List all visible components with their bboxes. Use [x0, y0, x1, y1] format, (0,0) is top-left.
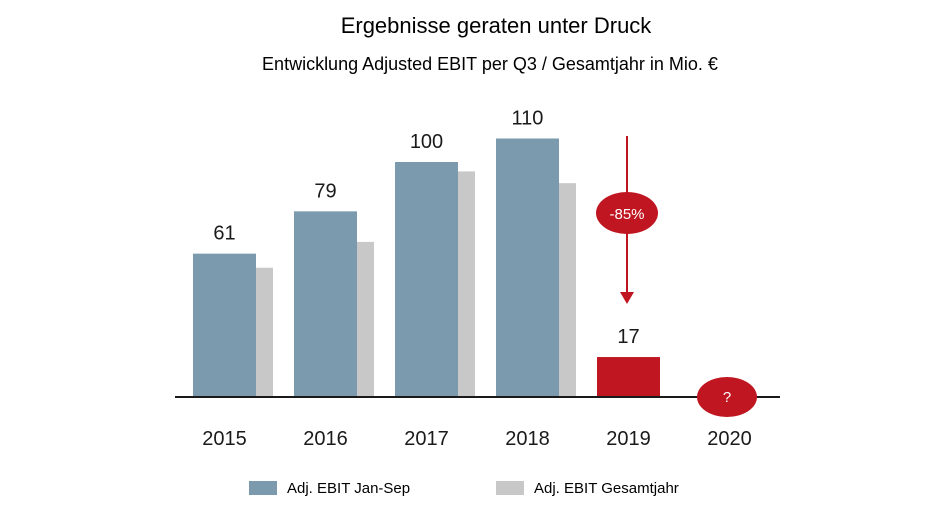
x-tick-2016: 2016	[303, 428, 348, 450]
bar-gesamtjahr-2015	[256, 267, 273, 397]
x-tick-2017: 2017	[404, 428, 449, 450]
arrow-down-icon	[620, 292, 634, 304]
legend: Adj. EBIT Jan-Sep Adj. EBIT Gesamtjahr	[249, 480, 679, 497]
data-label-2017: 100	[410, 131, 443, 153]
bar-gesamtjahr-2016	[357, 241, 374, 397]
question-label: ?	[723, 389, 731, 406]
chart-subtitle: Entwicklung Adjusted EBIT per Q3 / Gesam…	[262, 54, 718, 74]
data-label-2018: 110	[512, 108, 544, 130]
bar-jan-sep-2019	[597, 357, 660, 397]
question-annotation: ?	[697, 377, 757, 417]
x-axis-ticks: 2015 2016 2017 2018 2019 2020	[202, 428, 752, 450]
legend-label-gesamtjahr: Adj. EBIT Gesamtjahr	[534, 480, 679, 497]
bar-jan-sep-2018	[496, 138, 559, 397]
bar-gesamtjahr-2018	[559, 183, 576, 397]
chart-title: Ergebnisse geraten unter Druck	[341, 13, 653, 38]
percent-change-bubble	[596, 192, 658, 234]
x-tick-2020: 2020	[707, 428, 752, 450]
drop-annotation: -85%	[596, 136, 658, 304]
x-tick-2015: 2015	[202, 428, 247, 450]
x-tick-2019: 2019	[606, 428, 651, 450]
bar-jan-sep-2016	[294, 211, 357, 397]
data-label-2019: 17	[617, 326, 639, 348]
data-label-2015: 61	[213, 223, 235, 245]
series-jan-sep	[193, 138, 660, 397]
data-labels: 61 79 100 110 17	[213, 108, 639, 349]
legend-swatch-gesamtjahr	[496, 481, 524, 495]
question-bubble	[697, 377, 757, 417]
legend-swatch-jan-sep	[249, 481, 277, 495]
percent-change-label: -85%	[609, 206, 644, 223]
bar-jan-sep-2017	[395, 162, 458, 397]
legend-label-jan-sep: Adj. EBIT Jan-Sep	[287, 480, 410, 497]
bar-gesamtjahr-2017	[458, 171, 475, 397]
bar-jan-sep-2015	[193, 253, 256, 397]
data-label-2016: 79	[314, 180, 336, 202]
x-tick-2018: 2018	[505, 428, 550, 450]
series-gesamtjahr	[256, 171, 576, 397]
